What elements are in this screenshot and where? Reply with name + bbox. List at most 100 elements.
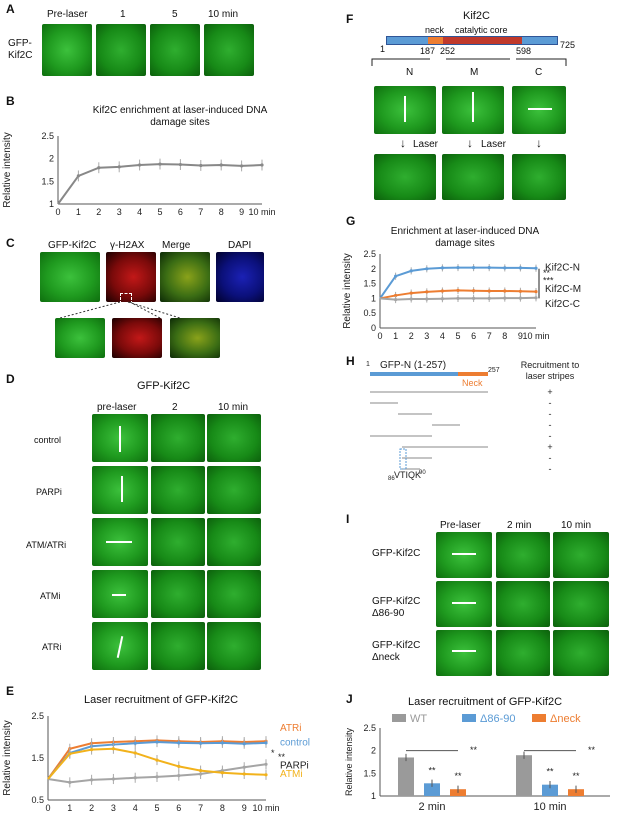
data-point xyxy=(425,267,429,271)
domain-core-label: catalytic core xyxy=(455,25,508,35)
data-point xyxy=(534,266,538,270)
x-tick-label: 2 xyxy=(96,207,101,217)
laser-label: Laser xyxy=(413,139,439,150)
data-point xyxy=(220,771,224,775)
x-tick-label: 7 xyxy=(198,207,203,217)
y-tick-label: 2.5 xyxy=(41,131,54,141)
data-point xyxy=(199,769,203,773)
data-point xyxy=(242,772,246,776)
panel-d-header: GFP-Kif2C xyxy=(137,380,191,392)
micrograph-zoom xyxy=(55,318,105,358)
x-tick-label: 8 xyxy=(502,331,507,340)
data-point xyxy=(425,290,429,294)
y-tick-label: 1 xyxy=(371,293,376,303)
significance-mark: ** xyxy=(428,765,436,775)
chart-g: 0 0.5 1 1.5 2 2.5 0 1 2 3 4 5 6 7 8 9 10 min Relative int… xyxy=(342,249,581,340)
data-point xyxy=(472,296,476,300)
x-tick-label: 5 xyxy=(154,803,159,813)
panel-d-row-atmi: ATMi xyxy=(40,591,61,601)
panel-label-a: A xyxy=(6,2,15,16)
frag-n: N xyxy=(406,67,414,78)
arrow-down-icon: ↓ xyxy=(467,136,473,150)
data-point xyxy=(409,269,413,273)
legend-swatch xyxy=(532,714,546,722)
micrograph xyxy=(553,532,609,578)
x-tick-label: 2 min xyxy=(419,801,446,813)
laser-stripe xyxy=(112,594,126,596)
panel-d-row-parpi: PARPi xyxy=(36,487,62,497)
x-tick-label: 7 xyxy=(198,803,203,813)
data-point xyxy=(133,751,137,755)
panel-i-row-3: GFP-Kif2C Δneck xyxy=(372,640,421,663)
y-tick-label: 1.5 xyxy=(31,753,44,763)
arrow-down-icon: ↓ xyxy=(536,136,542,150)
micrograph xyxy=(553,630,609,676)
y-tick-label: 1 xyxy=(49,199,54,209)
data-point xyxy=(242,742,246,746)
domain-neck-label: neck xyxy=(425,25,445,35)
micrograph xyxy=(207,570,261,618)
y-tick-label: 0.5 xyxy=(363,308,376,318)
motif-box xyxy=(399,448,407,470)
data-point xyxy=(518,266,522,270)
data-point xyxy=(240,164,244,168)
x-tick-label: 1 xyxy=(67,803,72,813)
chart-b-title: Kif2C enrichment at laser-induced DNA dam… xyxy=(92,105,268,128)
y-tick-label: 2 xyxy=(371,264,376,274)
neck-label: Neck xyxy=(462,378,483,388)
data-point xyxy=(409,291,413,295)
pos-187: 187 xyxy=(420,46,436,56)
y-axis-label: Relative intensity xyxy=(342,253,353,329)
panel-a-col-10: 10 min xyxy=(208,9,239,20)
kif2c-title: Kif2C xyxy=(463,10,490,22)
significance-mark: *** xyxy=(543,276,554,286)
panel-d-col-pre: pre-laser xyxy=(97,402,137,413)
x-tick-label: 3 xyxy=(117,207,122,217)
data-point xyxy=(456,266,460,270)
micrograph xyxy=(374,154,436,200)
data-point xyxy=(487,289,491,293)
panel-label-d: D xyxy=(6,372,15,386)
x-tick-label: 8 xyxy=(220,803,225,813)
data-point xyxy=(199,741,203,745)
recruitment-result: + xyxy=(547,442,552,452)
recruitment-result: + xyxy=(547,387,552,397)
x-tick-label: 4 xyxy=(440,331,445,340)
micrograph xyxy=(496,581,550,627)
y-tick-label: 1.5 xyxy=(41,176,54,186)
panel-i-row-1: GFP-Kif2C xyxy=(372,548,421,559)
panel-d-row-atmatri: ATM/ATRi xyxy=(26,540,67,550)
legend-label: ATMi xyxy=(280,769,303,780)
x-tick-label: 6 xyxy=(471,331,476,340)
micrograph-zoom xyxy=(112,318,162,358)
data-point xyxy=(138,163,142,167)
data-point xyxy=(394,274,398,278)
panel-label-e: E xyxy=(6,684,15,698)
data-point xyxy=(472,289,476,293)
pos-label: 90 xyxy=(419,470,426,476)
deletion-diagram: GFP-N (1-257) 1 257 Neck Recruitment tolaser… xyxy=(366,360,579,482)
micrograph xyxy=(512,154,566,200)
x-tick-label: 9 xyxy=(242,803,247,813)
data-point xyxy=(534,289,538,294)
data-point xyxy=(97,166,101,170)
chart-g-title: Enrichment at laser-induced DNA damage si… xyxy=(390,226,540,249)
panel-a-col-1: 1 xyxy=(120,9,126,20)
pos-1: 1 xyxy=(380,44,386,54)
data-point xyxy=(133,776,137,780)
frag-m: M xyxy=(470,67,479,78)
micrograph xyxy=(553,581,609,627)
arrow-down-icon: ↓ xyxy=(400,136,406,150)
panel-d-row-control: control xyxy=(34,435,62,445)
data-point xyxy=(199,163,203,168)
data-point xyxy=(440,289,444,293)
data-point xyxy=(264,762,268,766)
y-tick-label: 2 xyxy=(49,154,54,164)
micrograph xyxy=(512,86,566,134)
panel-d-col-10: 10 min xyxy=(218,402,249,413)
micrograph-zoom xyxy=(170,318,220,358)
x-tick-label: 5 xyxy=(455,331,460,340)
legend-label: WT xyxy=(410,713,427,725)
significance-mark: ** xyxy=(572,771,580,781)
